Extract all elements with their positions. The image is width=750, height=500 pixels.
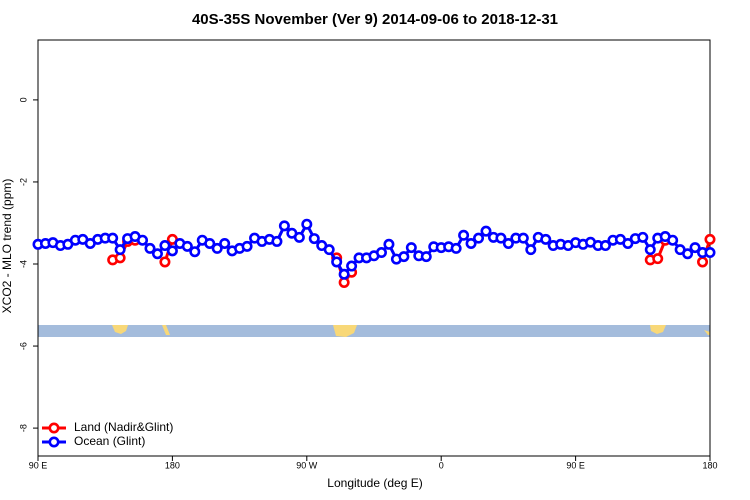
point [622, 237, 634, 249]
point [338, 268, 350, 280]
point [480, 225, 492, 237]
x-axis-label: Longitude (deg E) [327, 476, 422, 490]
point [144, 242, 156, 254]
point [159, 240, 171, 252]
point [181, 240, 193, 252]
point [704, 247, 716, 259]
x-tick-label: 180 [165, 460, 180, 470]
point [211, 242, 223, 254]
y-tick-label: 0 [18, 97, 28, 102]
point [465, 237, 477, 249]
point [704, 233, 716, 245]
legend-label: Land (Nadir&Glint) [74, 420, 173, 434]
point [697, 256, 709, 268]
y-tick-label: -4 [18, 260, 28, 268]
x-tick-label: 90 W [296, 460, 318, 470]
point [301, 218, 313, 230]
point [293, 231, 305, 243]
point [644, 244, 656, 256]
point [637, 231, 649, 243]
point [278, 220, 290, 232]
point [151, 248, 163, 260]
legend-marker [48, 436, 60, 448]
y-tick-label: -8 [18, 424, 28, 432]
point [241, 240, 253, 252]
map-strip [38, 325, 710, 337]
point [346, 260, 358, 272]
point [667, 234, 679, 246]
point [204, 237, 216, 249]
point [271, 235, 283, 247]
point [405, 242, 417, 254]
point [189, 246, 201, 258]
point [323, 244, 335, 256]
x-tick-label: 90 E [566, 460, 585, 470]
point [137, 234, 149, 246]
point [525, 244, 537, 256]
point [450, 242, 462, 254]
y-tick-label: -6 [18, 342, 28, 350]
point [689, 242, 701, 254]
point [599, 240, 611, 252]
point [398, 251, 410, 263]
legend-marker [48, 422, 60, 434]
point [383, 238, 395, 250]
point [540, 233, 552, 245]
x-tick-label: 180 [702, 460, 717, 470]
point [517, 232, 529, 244]
point [219, 237, 231, 249]
point [331, 256, 343, 268]
point [652, 253, 664, 265]
point [166, 245, 178, 257]
point [375, 247, 387, 259]
point [420, 251, 432, 263]
point [458, 229, 470, 241]
legend-label: Ocean (Glint) [74, 434, 145, 448]
point [107, 232, 119, 244]
y-tick-label: -2 [18, 178, 28, 186]
point [502, 237, 514, 249]
x-tick-label: 0 [439, 460, 444, 470]
point [114, 244, 126, 256]
point [473, 232, 485, 244]
chart-title: 40S-35S November (Ver 9) 2014-09-06 to 2… [192, 11, 558, 28]
x-tick-label: 90 E [29, 460, 48, 470]
point [682, 248, 694, 260]
point [308, 233, 320, 245]
y-axis-label: XCO2 - MLO trend (ppm) [0, 179, 14, 314]
point [159, 256, 171, 268]
point [495, 232, 507, 244]
